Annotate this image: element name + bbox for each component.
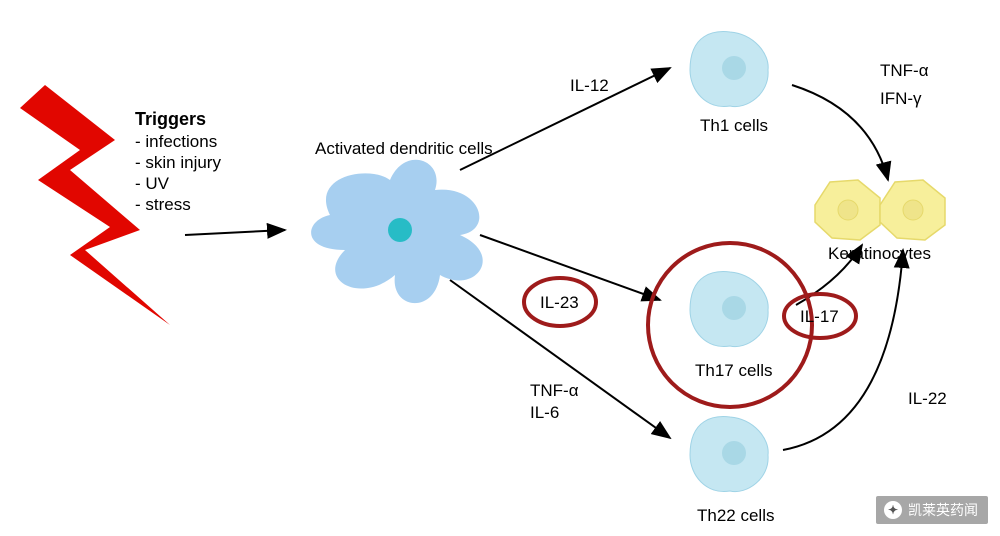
wechat-icon: ✦: [884, 501, 902, 519]
diagram-canvas: [0, 0, 1000, 536]
il17-label: IL-17: [800, 306, 839, 327]
keratinocytes-cells: [815, 180, 945, 240]
il22-label: IL-22: [908, 388, 947, 409]
il6-label: IL-6: [530, 402, 559, 423]
th22-cell: [690, 417, 768, 492]
triggers-title: Triggers: [135, 108, 221, 131]
il23-label: IL-23: [540, 292, 579, 313]
triggers-block: Triggers - infections - skin injury - UV…: [135, 108, 221, 216]
th1-cell: [690, 32, 768, 107]
th22-label: Th22 cells: [697, 505, 774, 526]
watermark-text: 凯莱英药闻: [908, 500, 978, 520]
triggers-item: - infections: [135, 131, 221, 152]
watermark: ✦ 凯莱英药闻: [876, 496, 988, 524]
th1-label: Th1 cells: [700, 115, 768, 136]
triggers-item: - stress: [135, 194, 221, 215]
dendritic-cell: [311, 160, 483, 303]
tnf2-label: TNF-α: [880, 60, 929, 81]
tnf-label: TNF-α: [530, 380, 579, 401]
il12-label: IL-12: [570, 75, 609, 96]
triggers-item: - UV: [135, 173, 221, 194]
th17-cell: [690, 272, 768, 347]
ifn-label: IFN-γ: [880, 88, 922, 109]
th17-label: Th17 cells: [695, 360, 772, 381]
dendritic-label: Activated dendritic cells: [315, 138, 493, 159]
triggers-item: - skin injury: [135, 152, 221, 173]
keratinocytes-label: Keratinocytes: [828, 243, 931, 264]
